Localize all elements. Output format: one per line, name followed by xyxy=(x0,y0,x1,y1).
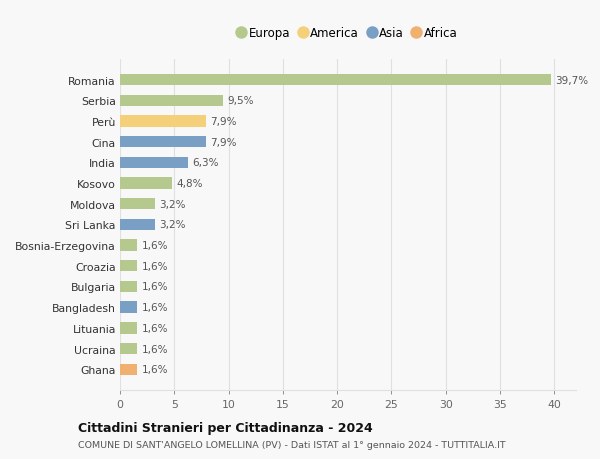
Text: 7,9%: 7,9% xyxy=(210,137,236,147)
Text: 1,6%: 1,6% xyxy=(142,302,168,313)
Bar xyxy=(120,364,137,375)
Legend: Europa, America, Asia, Africa: Europa, America, Asia, Africa xyxy=(233,22,463,45)
Text: 6,3%: 6,3% xyxy=(193,158,219,168)
Text: 1,6%: 1,6% xyxy=(142,282,168,292)
Bar xyxy=(120,302,137,313)
Bar xyxy=(120,178,172,189)
Bar xyxy=(120,323,137,334)
Bar xyxy=(120,281,137,292)
Bar xyxy=(120,343,137,354)
Bar xyxy=(120,137,206,148)
Text: 1,6%: 1,6% xyxy=(142,323,168,333)
Bar xyxy=(120,199,155,210)
Bar xyxy=(120,240,137,251)
Bar xyxy=(120,157,188,168)
Text: 9,5%: 9,5% xyxy=(227,96,254,106)
Bar xyxy=(120,116,206,127)
Text: 1,6%: 1,6% xyxy=(142,344,168,354)
Text: 1,6%: 1,6% xyxy=(142,261,168,271)
Text: 3,2%: 3,2% xyxy=(159,220,185,230)
Text: COMUNE DI SANT'ANGELO LOMELLINA (PV) - Dati ISTAT al 1° gennaio 2024 - TUTTITALI: COMUNE DI SANT'ANGELO LOMELLINA (PV) - D… xyxy=(78,440,506,449)
Text: 7,9%: 7,9% xyxy=(210,117,236,127)
Bar xyxy=(120,95,223,106)
Text: 1,6%: 1,6% xyxy=(142,241,168,251)
Bar xyxy=(120,261,137,272)
Bar xyxy=(120,219,155,230)
Bar xyxy=(120,75,551,86)
Text: 3,2%: 3,2% xyxy=(159,199,185,209)
Text: 4,8%: 4,8% xyxy=(176,179,203,189)
Text: 1,6%: 1,6% xyxy=(142,364,168,375)
Text: Cittadini Stranieri per Cittadinanza - 2024: Cittadini Stranieri per Cittadinanza - 2… xyxy=(78,421,373,434)
Text: 39,7%: 39,7% xyxy=(556,75,589,85)
